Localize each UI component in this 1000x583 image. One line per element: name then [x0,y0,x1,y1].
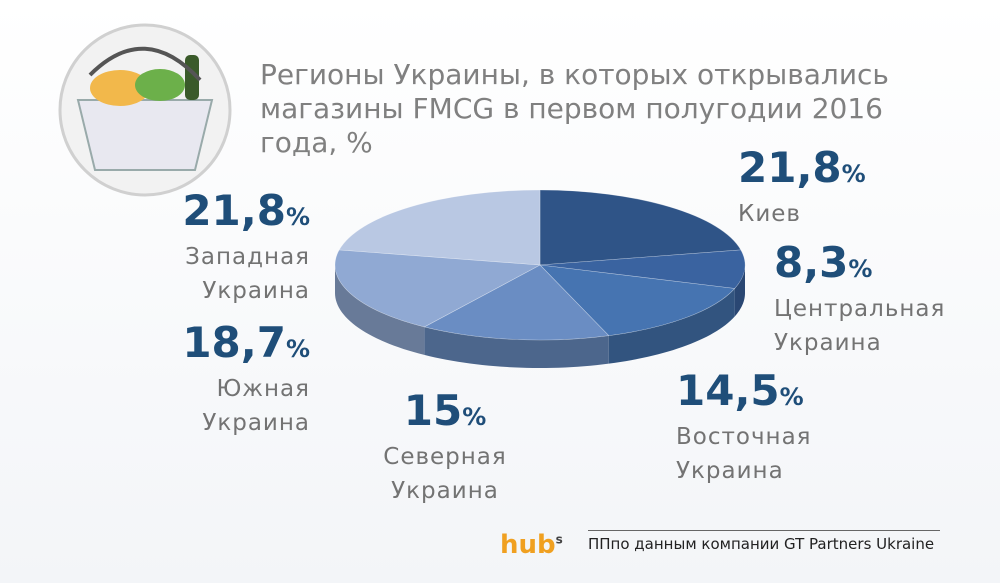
value-unit: % [848,255,873,283]
rule [588,530,940,531]
basket-icon [58,23,232,197]
logo-sup: s [555,532,563,547]
slice-label: 15% Северная Украина [383,388,506,508]
slice-label: 21,8% Западная Украина [182,188,310,308]
logo: hubs [500,530,563,560]
slice-side [734,265,745,317]
slice-label: 21,8% Киев [738,145,866,231]
slice [539,189,742,266]
value-unit: % [285,335,310,363]
slice [539,264,736,336]
value-number: 21,8 [738,143,842,192]
category-label: Киев [738,201,801,227]
slice-side [424,326,609,368]
value-label: 8,3% [774,240,945,292]
category-label: Центральная Украина [774,296,946,356]
value-label: 15% [383,388,506,440]
value-label: 18,7% [182,320,310,372]
slice-label: 14,5% Восточная Украина [676,368,812,488]
slice [334,249,542,328]
slice-label: 18,7% Южная Украина [182,320,310,440]
value-number: 8,3 [774,238,849,287]
source: ППпо данным компании GT Partners Ukraine [588,535,935,553]
value-number: 14,5 [676,366,780,415]
slice [338,189,541,266]
category-label: Восточная Украина [676,424,812,484]
value-label: 21,8% [182,188,310,240]
value-unit: % [462,403,487,431]
value-unit: % [779,383,804,411]
value-label: 14,5% [676,368,812,420]
category-label: Северная Украина [383,444,507,504]
value-number: 21,8 [182,186,286,235]
value-number: 15 [403,386,463,435]
category-label: Западная Украина [185,244,310,304]
category-label: Южная Украина [202,376,311,436]
value-number: 18,7 [182,318,286,367]
value-unit: % [285,203,310,231]
slice-side [335,265,425,355]
slice-side [608,288,735,364]
footer: hubs ППпо данным компании GT Partners Uk… [500,530,940,560]
value-label: 21,8% [738,145,866,197]
slice-label: 8,3% Центральная Украина [774,240,945,360]
chart-title: Регионы Украины, в которых открывались м… [260,58,889,159]
logo-text: hub [500,530,556,560]
slice [539,249,746,289]
value-unit: % [841,160,866,188]
slice [423,264,610,341]
